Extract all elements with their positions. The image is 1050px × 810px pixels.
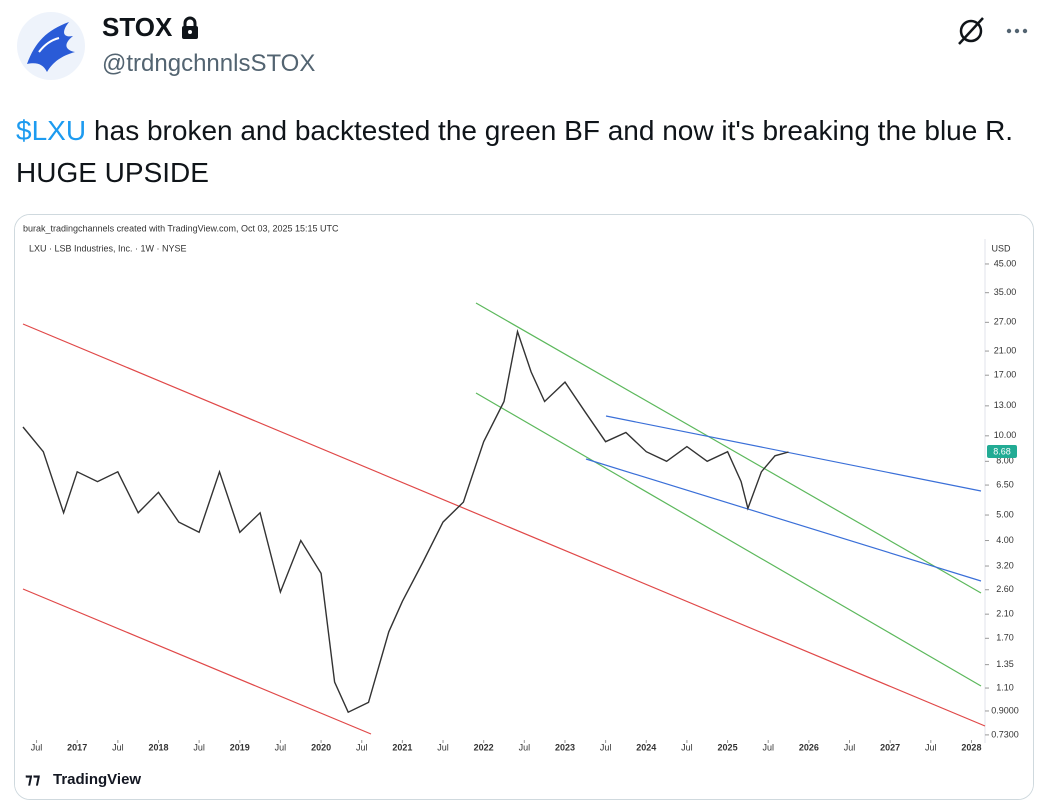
tweet-actions	[958, 17, 1028, 45]
y-axis-label: USD	[991, 243, 1011, 253]
brand-name: TradingView	[53, 771, 141, 788]
x-tick-label: Jul	[519, 742, 531, 752]
y-tick-label: 2.10	[996, 609, 1014, 619]
credit: burak_tradingchannels created with Tradi…	[23, 223, 339, 233]
y-tick-label: 0.9000	[991, 705, 1019, 715]
x-tick-label: 2027	[880, 742, 900, 752]
body: has broken and backtested the green BF a…	[16, 115, 1014, 188]
y-tick-label: 45.00	[994, 258, 1017, 268]
y-tick-label: 17.00	[994, 370, 1017, 380]
y-tick-label: 4.00	[996, 535, 1014, 545]
media-card[interactable]: burak_tradingchannels created with Tradi…	[14, 214, 1034, 800]
avatar[interactable]	[17, 12, 85, 80]
y-tick-label: 6.50	[996, 479, 1014, 489]
x-tick-label: 2020	[311, 742, 331, 752]
handle[interactable]: @trdngchnnlsSTOX	[102, 50, 316, 77]
price-line	[22, 328, 789, 714]
display-name[interactable]: STOX	[102, 12, 200, 43]
x-tick-label: 2025	[718, 742, 738, 752]
price-label: 8.68	[993, 446, 1011, 456]
x-tick-label: Jul	[437, 742, 449, 752]
x-tick-label: 2024	[636, 742, 656, 752]
x-tick-label: Jul	[600, 742, 612, 752]
x-tick-label: 2028	[961, 742, 981, 752]
chart-bg	[15, 215, 1033, 799]
y-tick-label: 21.00	[994, 345, 1017, 355]
trend-lines	[22, 302, 986, 735]
x-tick-label: 2018	[148, 742, 168, 752]
cashtag[interactable]: $LXU	[16, 115, 87, 146]
logo-mark: ⁊⁊	[25, 771, 40, 788]
x-tick-label: Jul	[681, 742, 693, 752]
y-tick-label: 5.00	[996, 509, 1014, 519]
x-tick-label: 2019	[230, 742, 250, 752]
y-tick-label: 1.10	[996, 682, 1014, 692]
y-tick-label: 13.00	[994, 400, 1017, 410]
more-button[interactable]	[1006, 28, 1028, 34]
price-badge	[987, 445, 1017, 459]
y-tick-label: 1.35	[996, 659, 1014, 669]
y-tick-label: 35.00	[994, 287, 1017, 297]
x-tick-label: 2022	[474, 742, 494, 752]
x-tick-label: 2017	[67, 742, 87, 752]
x-tick-label: Jul	[112, 742, 124, 752]
x-tick-label: Jul	[925, 742, 937, 752]
y-tick-label: 10.00	[994, 430, 1017, 440]
x-tick-label: 2021	[392, 742, 412, 752]
x-tick-label: Jul	[762, 742, 774, 752]
y-tick-label: 1.70	[996, 633, 1014, 643]
name: STOX	[102, 12, 173, 42]
x-tick-label: 2023	[555, 742, 575, 752]
grok-icon[interactable]	[958, 17, 984, 45]
x-tick-label: 2026	[799, 742, 819, 752]
lock-icon	[182, 16, 199, 39]
y-tick-label: 3.20	[996, 560, 1014, 570]
x-tick-label: Jul	[844, 742, 856, 752]
y-tick-label: 2.60	[996, 584, 1014, 594]
tweet-text: $LXU has broken and backtested the green …	[16, 110, 1031, 194]
chart-title: LXU · LSB Industries, Inc. · 1W · NYSE	[29, 243, 187, 253]
brand-logo: ⁊⁊	[25, 771, 40, 788]
y-tick-label: 8.00	[996, 456, 1014, 466]
x-tick-label: Jul	[356, 742, 368, 752]
chart: burak_tradingchannels created with Tradi…	[15, 215, 1033, 799]
x-tick-label: Jul	[275, 742, 287, 752]
x-tick-label: Jul	[193, 742, 205, 752]
x-tick-label: Jul	[31, 742, 43, 752]
y-tick-label: 0.7300	[991, 729, 1019, 739]
y-tick-label: 27.00	[994, 317, 1017, 327]
